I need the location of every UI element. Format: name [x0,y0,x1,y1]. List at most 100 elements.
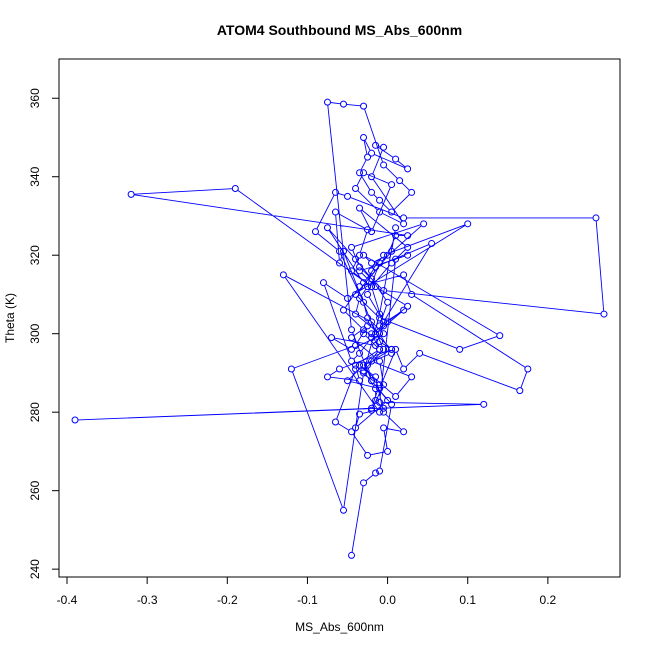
data-point [376,408,384,416]
data-point [400,271,408,279]
data-point [364,314,372,322]
data-point [384,298,392,306]
data-point [380,161,388,169]
data-point [368,259,376,267]
data-point [368,377,376,385]
data-point [336,259,343,267]
data-point [372,330,380,338]
data-point [331,208,339,216]
data-point [376,259,384,267]
data-point [348,357,356,365]
data-point [348,551,356,559]
data-point [372,263,380,271]
data-point [388,181,396,189]
data-point [231,185,239,192]
data-point [348,326,356,334]
data-point [408,290,416,298]
data-point [356,361,364,369]
data-point [404,232,412,240]
data-point [404,302,412,310]
data-point [456,345,464,353]
data-point [352,361,360,369]
data-point [360,479,368,487]
data-point [352,290,360,298]
data-point [408,188,416,196]
data-point [392,224,400,232]
data-point [380,404,388,412]
data-point [348,267,356,275]
data-point [344,377,352,385]
data-point [287,365,295,373]
data-point [372,341,380,349]
data-point [368,149,376,157]
data-point [380,345,388,353]
data-point [360,326,368,334]
data-point [380,287,388,295]
data-point [400,214,408,222]
data-point [380,322,388,330]
data-point [376,338,384,346]
data-point [372,141,380,149]
data-point [360,102,368,110]
data-point [388,259,396,267]
data-point [360,251,368,259]
y-tick-label: 280 [28,402,42,422]
data-point [311,228,319,236]
data-point [480,400,488,408]
data-point [384,396,392,404]
data-point [360,279,368,287]
data-point [396,177,404,185]
data-point [376,208,384,216]
data-point [388,349,396,357]
data-point [127,190,135,198]
data-point [368,275,376,283]
data-point [368,173,376,181]
data-point [408,373,416,381]
data-point [364,153,372,161]
data-point [352,310,360,318]
data-point [400,428,408,436]
data-point [600,310,608,318]
data-point [360,133,368,141]
data-point [368,357,376,365]
y-tick-label: 340 [28,166,42,186]
data-point [344,192,352,200]
data-point [356,410,364,418]
data-point [400,220,408,228]
data-point [352,255,360,263]
data-point [376,310,384,318]
data-point [348,334,356,342]
y-tick-label: 260 [28,480,42,500]
y-axis: 240 260 280 300 320 340 360 [28,88,59,579]
data-point [336,365,343,373]
data-point [356,204,364,212]
data-point [344,294,352,302]
data-point [372,396,380,404]
data-point [360,298,368,306]
data-point [368,283,376,291]
data-point [384,447,392,455]
data-point [400,365,408,373]
x-tick-label: 0.2 [540,593,557,607]
data-point [368,267,376,275]
data-point [388,208,396,216]
data-point [352,424,360,432]
data-point [368,334,376,342]
data-point [356,294,364,302]
data-point [348,428,356,436]
x-tick-label: -0.2 [217,593,238,607]
data-point [364,226,372,234]
data-point [71,416,79,424]
data-point [380,424,388,432]
data-point [340,506,348,514]
x-axis: -0.4 -0.3 -0.2 -0.1 0.0 0.1 0.2 [57,577,557,607]
data-point [360,169,368,177]
data-point [372,469,380,477]
data-point [356,263,364,271]
y-axis-label: Theta (K) [3,293,17,343]
data-point [388,247,396,255]
data-point [384,251,392,259]
x-tick-label: -0.3 [137,593,158,607]
data-point [376,196,384,204]
data-point [319,279,327,287]
